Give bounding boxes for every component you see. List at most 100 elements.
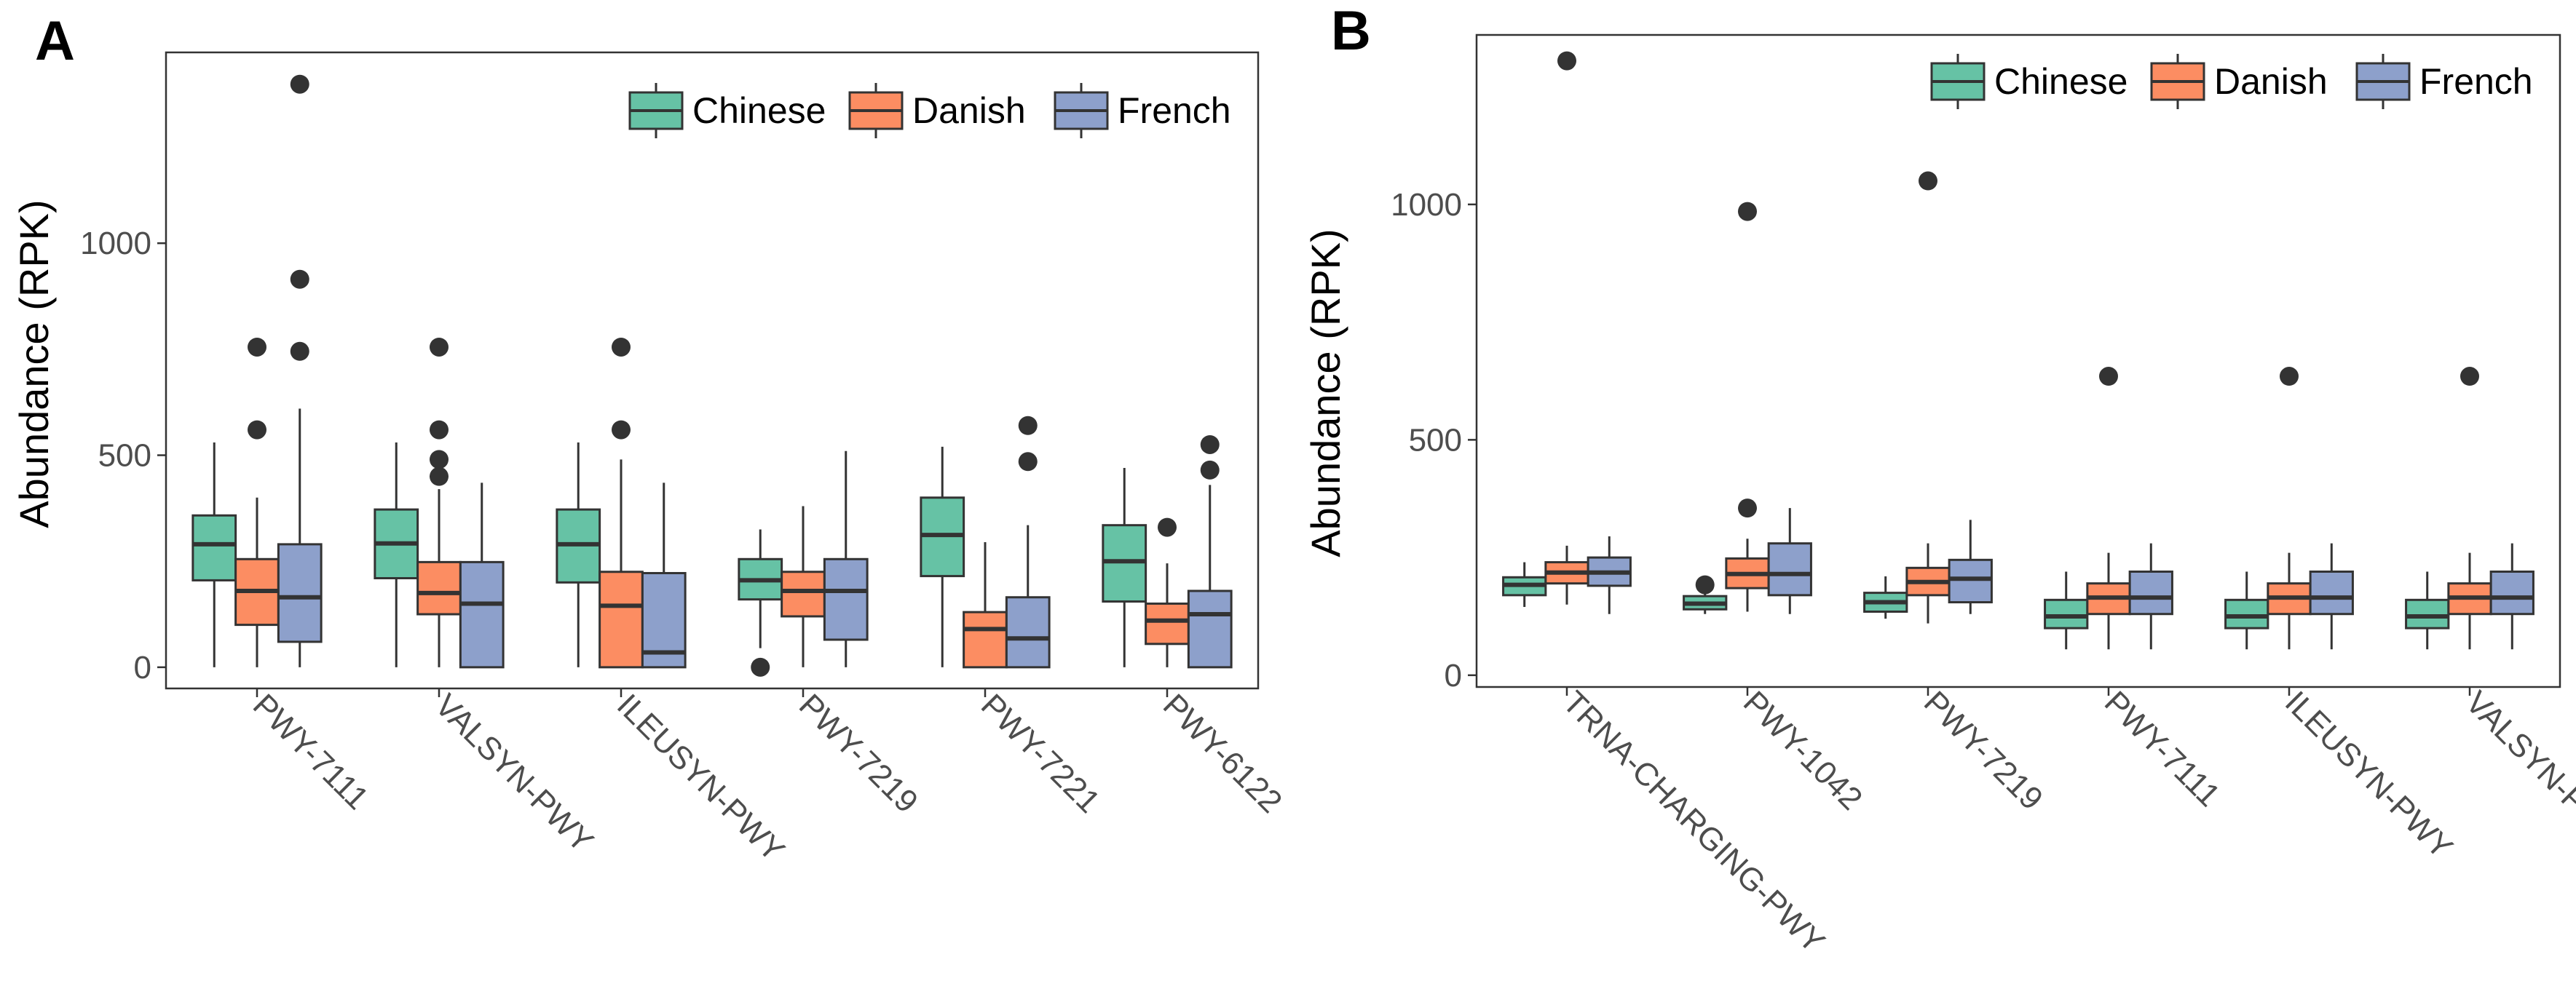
box-chinese-ileusyn-pwy xyxy=(556,442,601,667)
box-french-pwy-7221 xyxy=(1005,416,1051,669)
box-iqr xyxy=(1948,558,1993,604)
panel-b-letter: B xyxy=(1331,0,1371,62)
box-iqr xyxy=(416,560,462,616)
panel-b-y-axis-title: Abundance (RPK) xyxy=(1303,229,1348,557)
outlier-point xyxy=(248,420,266,440)
outlier-point xyxy=(1919,171,1937,191)
x-tick-label: ILEUSYN-PWY xyxy=(2278,684,2460,865)
x-tick-label: PWY-7111 xyxy=(246,687,376,817)
outlier-point xyxy=(430,466,449,486)
box-chinese-trna-charging-pwy xyxy=(1502,562,1547,608)
box-iqr xyxy=(1767,542,1812,597)
x-tick-label: PWY-1042 xyxy=(1737,684,1869,817)
box-iqr xyxy=(459,560,505,669)
x-tick-label: ILEUSYN-PWY xyxy=(610,687,791,868)
outlier-point xyxy=(1018,416,1038,435)
box-danish-pwy-7219 xyxy=(781,506,826,667)
legend-item-chinese: Chinese xyxy=(628,83,826,138)
box-chinese-pwy-7219 xyxy=(738,529,783,677)
legend-item-french: French xyxy=(2355,54,2533,109)
legend-label: French xyxy=(2419,61,2533,102)
outlier-point xyxy=(290,74,309,94)
box-iqr xyxy=(598,571,644,669)
x-tick-label: PWY-7219 xyxy=(1917,684,2050,817)
x-tick-label: VALSYN-PWY xyxy=(428,687,600,859)
legend-label: Chinese xyxy=(1994,61,2127,102)
panel-a: A Abundance (RPK) 0 500 1000 PWY-7111 VALSY… xyxy=(11,10,1289,868)
box-chinese-valsyn-pwy xyxy=(2405,571,2450,650)
box-danish-ileusyn-pwy xyxy=(598,337,644,669)
box-chinese-pwy-7219 xyxy=(1863,576,1908,619)
box-chinese-pwy-7111 xyxy=(2044,571,2089,650)
legend-item-chinese: Chinese xyxy=(1930,54,2127,109)
panel-a-letter: A xyxy=(35,10,75,72)
box-chinese-pwy-7111 xyxy=(191,442,237,667)
outlier-point xyxy=(1200,460,1220,480)
box-chinese-pwy-6122 xyxy=(1102,468,1147,667)
box-chinese-ileusyn-pwy xyxy=(2224,571,2269,650)
box-iqr xyxy=(823,557,869,641)
outlier-point xyxy=(290,269,309,289)
box-chinese-pwy-7221 xyxy=(920,446,965,667)
box-danish-pwy-1042 xyxy=(1725,202,1770,612)
box-iqr xyxy=(191,514,237,581)
legend-item-french: French xyxy=(1054,83,1231,138)
outlier-point xyxy=(2280,367,2299,386)
box-french-pwy-7111 xyxy=(277,74,323,667)
x-tick-label: PWY-7111 xyxy=(2098,684,2227,814)
legend-label: Chinese xyxy=(692,90,826,131)
outlier-point xyxy=(751,657,770,677)
outlier-point xyxy=(248,337,266,357)
box-french-pwy-6122 xyxy=(1187,434,1233,669)
box-french-pwy-7219 xyxy=(823,450,869,667)
legend-item-danish: Danish xyxy=(2150,54,2328,109)
y-tick-label: 0 xyxy=(1445,658,1462,694)
panel-b-plot-area xyxy=(1475,33,2561,688)
box-iqr xyxy=(963,611,1008,669)
outlier-point xyxy=(1738,202,1757,221)
outlier-point xyxy=(1158,517,1177,537)
panel-a-x-axis: PWY-7111 VALSYN-PWY ILEUSYN-PWY PWY-7219 PWY… xyxy=(246,687,1289,868)
box-french-trna-charging-pwy xyxy=(1587,536,1632,614)
x-tick-label: PWY-6122 xyxy=(1156,687,1289,819)
y-tick-label: 0 xyxy=(134,650,151,686)
panel-b-legend: French Danish Chinese xyxy=(1930,54,2533,109)
box-danish-valsyn-pwy xyxy=(416,337,462,667)
x-tick-label: PWY-7221 xyxy=(974,687,1107,819)
outlier-point xyxy=(290,341,309,361)
box-french-pwy-1042 xyxy=(1767,508,1812,614)
box-iqr xyxy=(277,543,323,643)
outlier-point xyxy=(612,420,631,440)
outlier-point xyxy=(1557,51,1576,71)
box-danish-pwy-7111 xyxy=(234,337,280,667)
legend-label: Danish xyxy=(912,90,1026,131)
box-iqr xyxy=(2309,571,2354,616)
box-iqr xyxy=(2405,598,2450,629)
legend-label: Danish xyxy=(2214,61,2328,102)
legend-label: French xyxy=(1118,90,1231,131)
box-french-ileusyn-pwy xyxy=(2309,543,2354,650)
box-iqr xyxy=(1187,589,1233,669)
outlier-point xyxy=(430,337,449,357)
box-iqr xyxy=(2128,571,2173,616)
panel-a-y-axis: 0 500 1000 xyxy=(80,226,166,686)
box-danish-pwy-7111 xyxy=(2086,367,2131,650)
box-french-pwy-7111 xyxy=(2128,543,2173,650)
box-iqr xyxy=(2044,598,2089,629)
y-tick-label: 500 xyxy=(1409,422,1462,458)
x-tick-label: VALSYN-PWY xyxy=(2459,684,2576,856)
outlier-point xyxy=(1695,575,1715,595)
box-danish-pwy-7221 xyxy=(963,541,1008,669)
panel-a-y-axis-title: Abundance (RPK) xyxy=(11,199,57,528)
box-danish-pwy-7219 xyxy=(1905,171,1951,624)
panel-b-frame xyxy=(1475,33,2561,688)
box-iqr xyxy=(1005,596,1051,669)
box-french-ileusyn-pwy xyxy=(641,482,687,669)
x-tick-label: PWY-7219 xyxy=(792,687,925,819)
outlier-point xyxy=(612,337,631,357)
box-danish-trna-charging-pwy xyxy=(1544,51,1589,605)
box-french-valsyn-pwy xyxy=(2489,543,2534,650)
